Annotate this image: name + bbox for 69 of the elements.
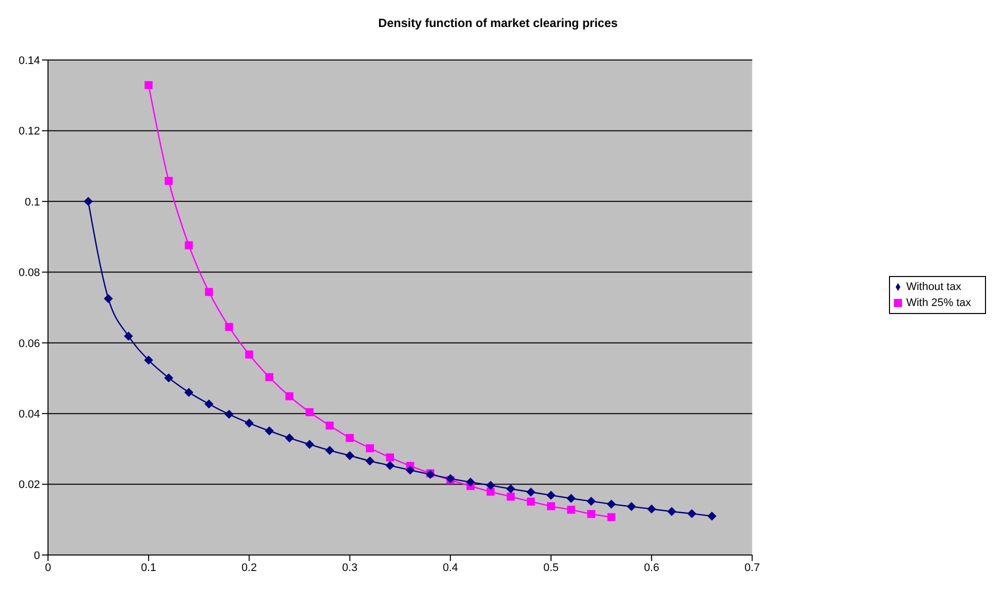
point [606, 500, 616, 509]
point [386, 461, 395, 470]
point [184, 241, 193, 250]
x-tick-label: 0.4 [442, 562, 458, 574]
y-tick-label: 0.14 [18, 54, 40, 67]
point [567, 506, 576, 514]
point [626, 502, 636, 512]
y-tick-label: 0.1 [24, 196, 40, 208]
point [284, 433, 294, 442]
y-tick-label: 0.08 [18, 267, 40, 280]
point [386, 453, 394, 462]
y-tick-label: 0.06 [18, 338, 40, 350]
point [486, 480, 496, 490]
point [144, 81, 153, 90]
point [346, 434, 354, 442]
point [466, 478, 476, 487]
point [305, 440, 314, 449]
point [164, 373, 174, 382]
point [546, 490, 556, 500]
x-tick-label: 0.6 [644, 562, 660, 574]
point [124, 332, 133, 341]
point [225, 322, 234, 331]
legend-label: Without tax [906, 281, 962, 293]
point [587, 510, 596, 518]
y-tick-label: 0.04 [18, 408, 40, 420]
point [326, 422, 334, 430]
point [184, 388, 194, 397]
point [204, 400, 214, 409]
point [244, 418, 254, 428]
x-tick-label: 0.7 [744, 562, 760, 574]
point [506, 484, 516, 494]
point [365, 456, 374, 466]
point [647, 504, 656, 514]
point [707, 512, 716, 521]
x-tick-label: 0.2 [242, 562, 257, 574]
point [84, 196, 93, 206]
point [345, 451, 354, 460]
y-tick-label: 0.02 [18, 479, 40, 492]
point [306, 408, 314, 416]
point [224, 410, 234, 419]
point [204, 288, 213, 296]
legend-label: With 25% tax [906, 297, 971, 309]
point [526, 498, 535, 506]
point [546, 502, 555, 510]
point [264, 426, 274, 436]
y-tick-label: 0.12 [18, 126, 40, 138]
point [164, 176, 173, 185]
point [406, 466, 415, 475]
x-tick-label: 0.3 [342, 562, 358, 574]
point [144, 356, 154, 365]
point [265, 373, 274, 382]
point [366, 444, 374, 452]
x-tick-label: 0 [44, 562, 52, 574]
point [526, 488, 536, 497]
point [586, 496, 596, 506]
chart-title: Density function of market clearing prices [377, 16, 619, 30]
point [486, 488, 495, 496]
point [506, 492, 515, 501]
point [667, 507, 676, 516]
point [566, 494, 576, 503]
point [104, 294, 113, 304]
point [687, 509, 696, 518]
point [285, 392, 294, 400]
x-tick-label: 0.1 [140, 562, 156, 574]
point [245, 350, 254, 359]
point [325, 446, 334, 455]
point [607, 513, 616, 522]
y-tick-label: 0 [34, 550, 40, 562]
x-tick-label: 0.5 [543, 562, 559, 574]
